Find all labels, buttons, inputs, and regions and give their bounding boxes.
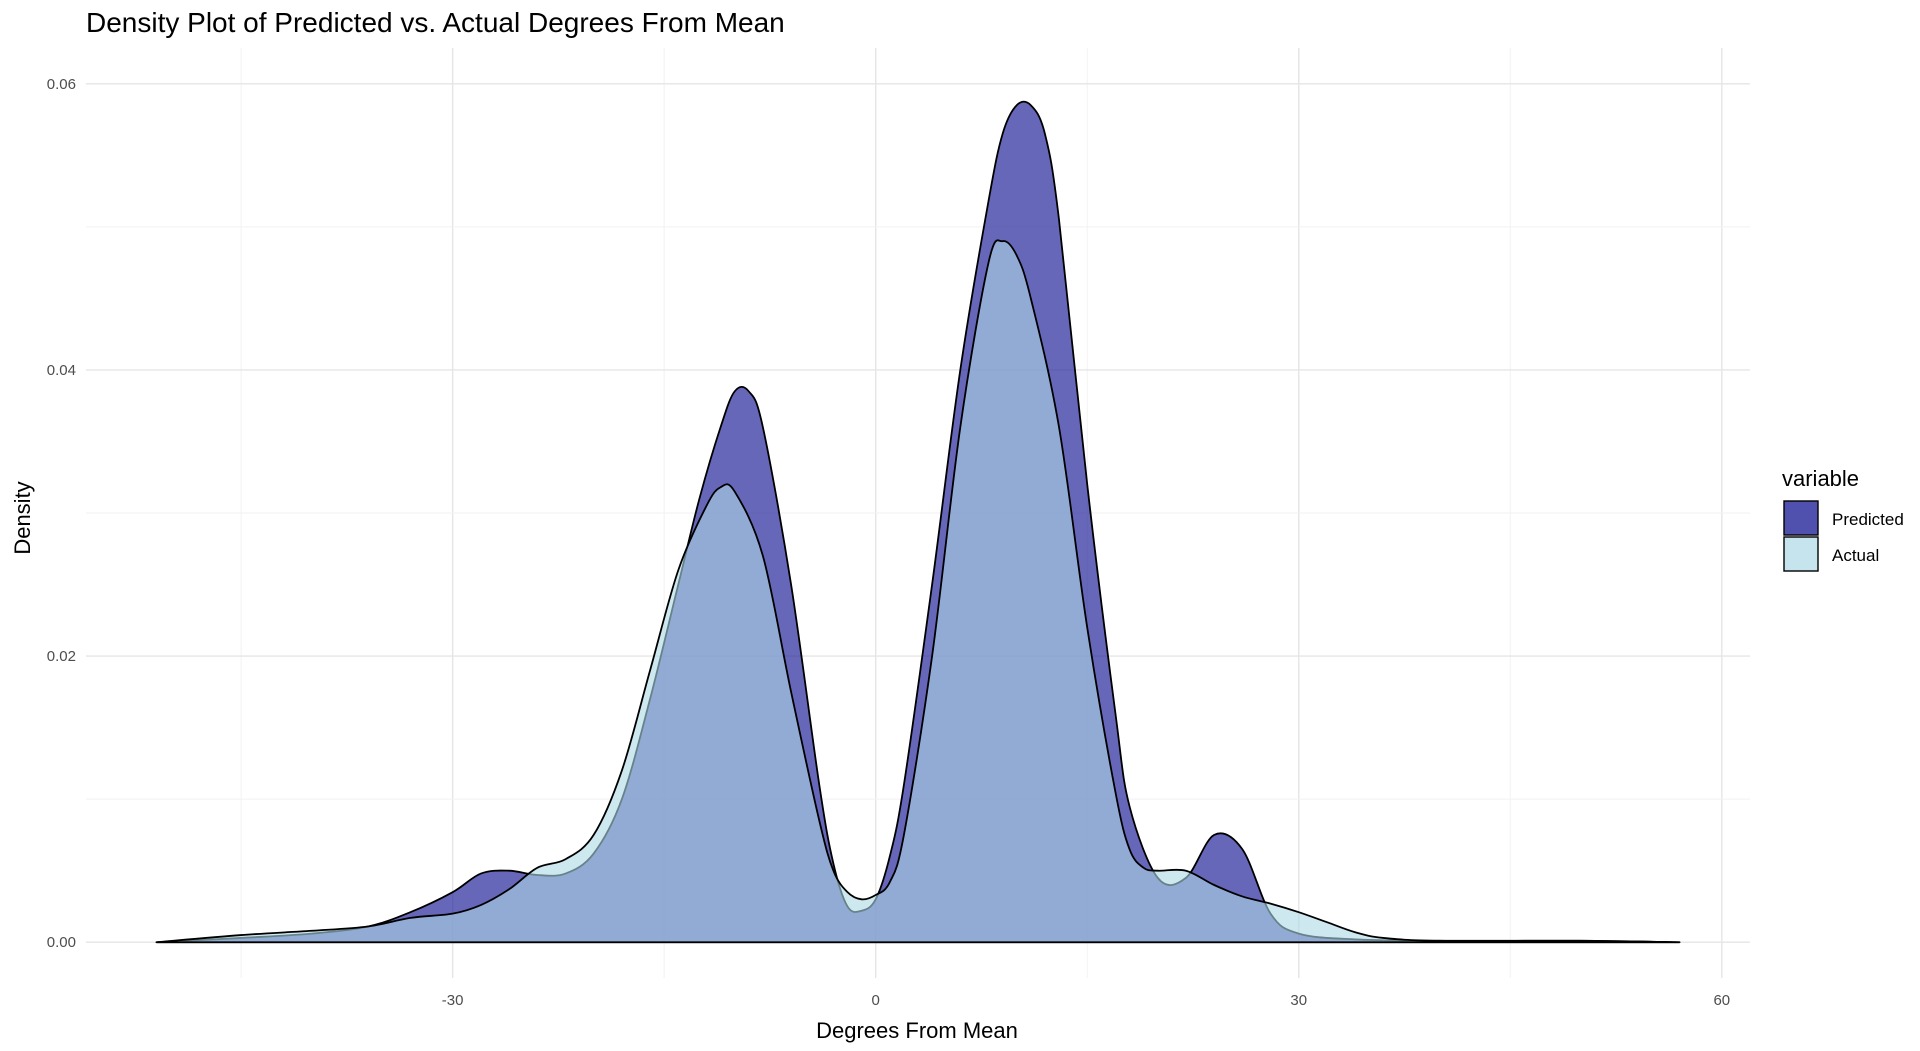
x-axis-ticks: -30 0 30 60 xyxy=(442,992,1730,1009)
y-tick-label: 0.06 xyxy=(47,76,76,93)
legend-key-predicted xyxy=(1783,500,1819,536)
x-tick-label: 0 xyxy=(872,992,880,1009)
y-tick-label: 0.04 xyxy=(47,362,76,379)
y-axis-title: Density xyxy=(10,481,35,554)
density-areas xyxy=(155,100,1681,944)
legend-label-predicted: Predicted xyxy=(1832,510,1904,529)
x-axis-title: Degrees From Mean xyxy=(816,1018,1018,1043)
legend-label-actual: Actual xyxy=(1832,546,1879,565)
legend-title: variable xyxy=(1782,466,1859,491)
x-tick-label: 60 xyxy=(1713,992,1730,1009)
y-tick-label: 0.02 xyxy=(47,648,76,665)
legend: variable Predicted Actual xyxy=(1782,466,1904,572)
chart-title: Density Plot of Predicted vs. Actual Deg… xyxy=(86,7,785,38)
y-tick-label: 0.00 xyxy=(47,934,76,951)
x-tick-label: -30 xyxy=(442,992,464,1009)
legend-key-actual xyxy=(1783,536,1819,572)
density-area-actual xyxy=(155,239,1681,944)
y-axis-ticks: 0.00 0.02 0.04 0.06 xyxy=(47,76,76,951)
x-tick-label: 30 xyxy=(1290,992,1307,1009)
